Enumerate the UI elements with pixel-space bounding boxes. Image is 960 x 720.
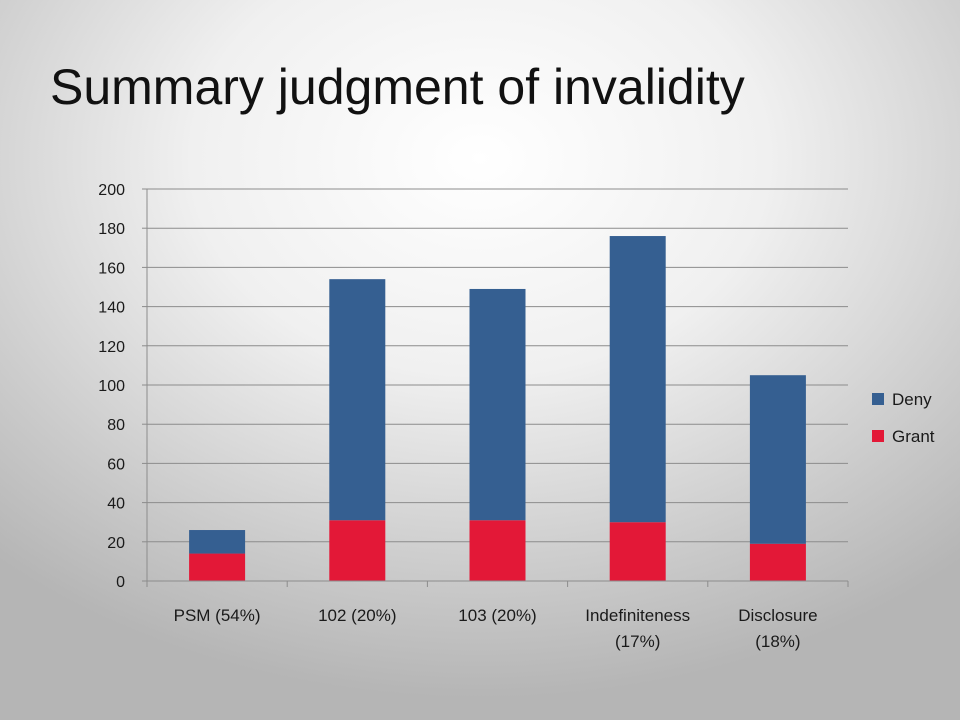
y-tick-label: 140 [98,300,125,317]
legend: Deny Grant [872,390,935,446]
bar-grant [329,520,386,581]
bar-grant [749,543,806,581]
slide-title: Summary judgment of invalidity [50,59,745,115]
bar-deny [749,375,806,544]
bar-deny [609,236,666,523]
bars [189,236,806,581]
y-tick-label: 40 [107,496,125,513]
y-tick-label: 20 [107,535,125,552]
bar-grant [609,522,666,581]
y-tick-label: 160 [98,260,125,277]
legend-swatch-deny [872,393,884,405]
bar-deny [469,288,526,521]
bar-grant [189,553,246,581]
x-axis: PSM (54%) 102 (20%) 103 (20%) Indefinitenes… [146,580,849,651]
y-axis: 0 20 40 60 80 100 120 140 160 180 200 [98,182,148,591]
legend-swatch-grant [872,430,884,442]
y-tick-label: 180 [98,221,125,238]
y-tick-label: 100 [98,378,125,395]
legend-label-grant: Grant [892,427,935,446]
legend-label-deny: Deny [892,390,932,409]
x-tick-label: Indefiniteness [585,606,690,625]
x-tick-label: PSM (54%) [174,606,261,625]
x-tick-label: (18%) [755,632,800,651]
y-tick-label: 0 [116,574,125,591]
y-tick-label: 80 [107,417,125,434]
y-tick-label: 200 [98,182,125,199]
y-tick-label: 60 [107,456,125,473]
y-tick-label: 120 [98,339,125,356]
x-tick-label: Disclosure [738,606,817,625]
bar-deny [329,279,386,521]
bar-grant [469,520,526,581]
x-tick-label: (17%) [615,632,660,651]
bar-deny [189,530,246,554]
x-tick-label: 102 (20%) [318,606,396,625]
x-tick-label: 103 (20%) [458,606,536,625]
